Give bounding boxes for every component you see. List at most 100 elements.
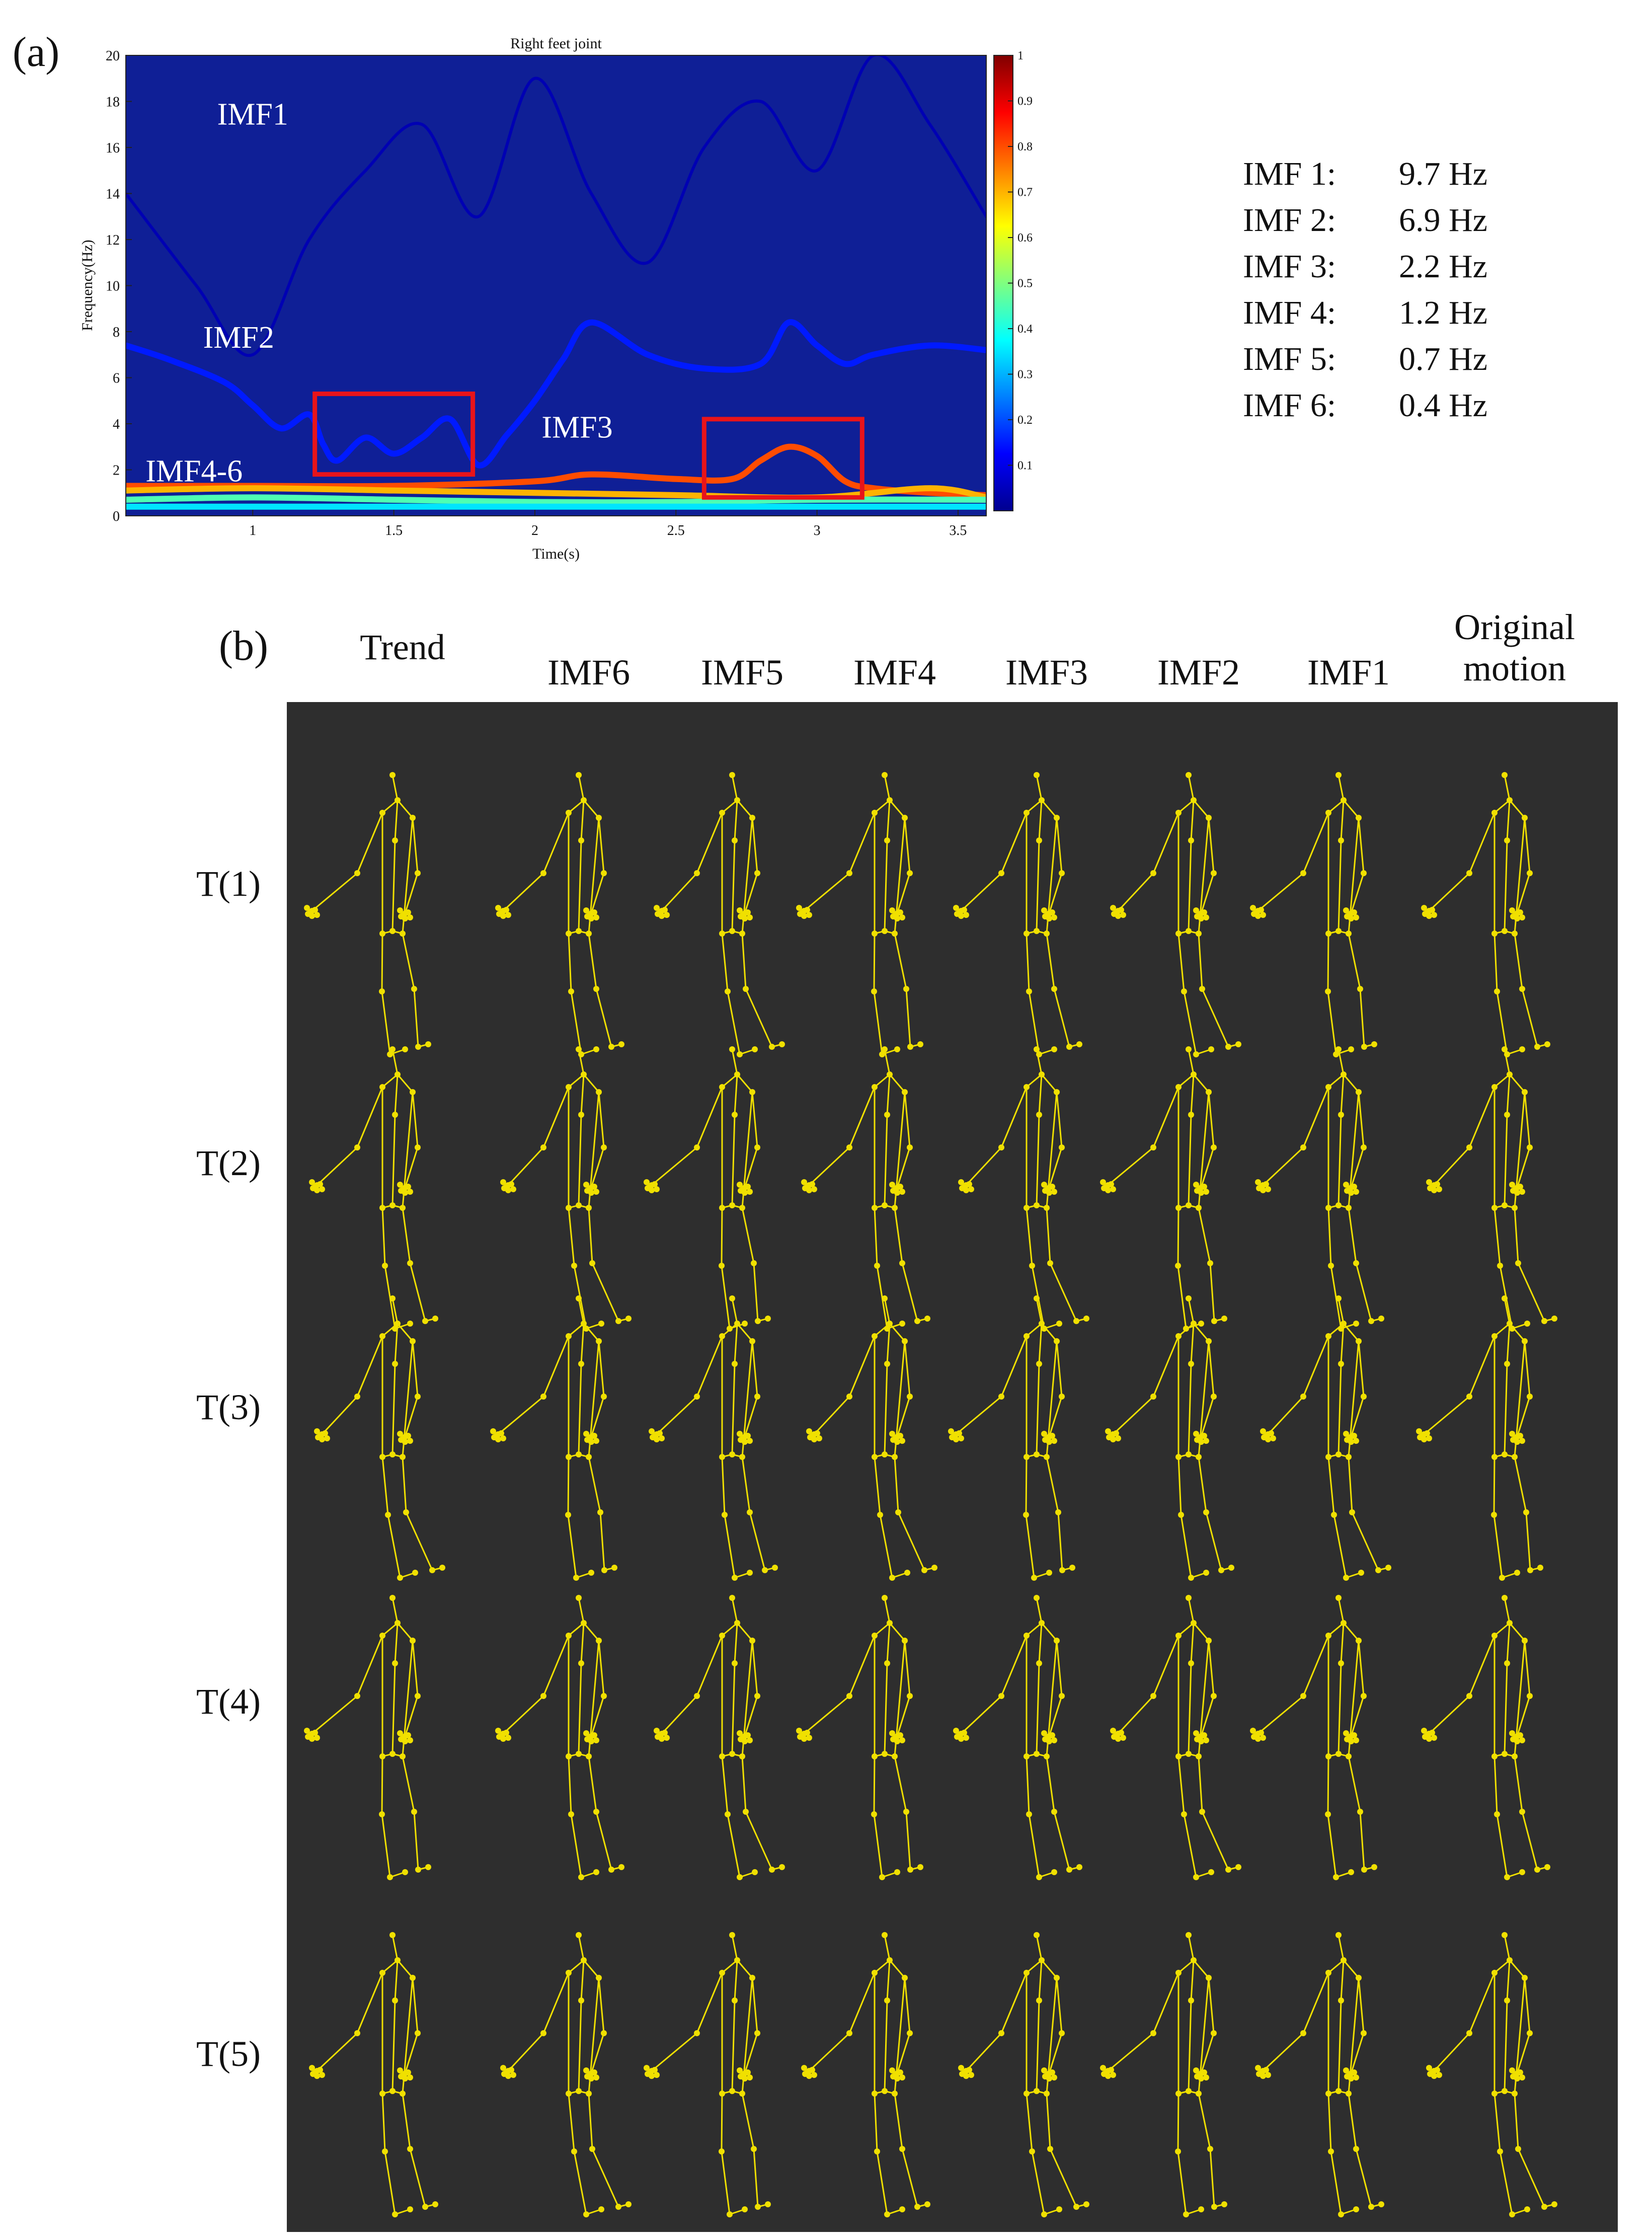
skeleton-joint [1175, 1205, 1182, 1211]
skeleton-joint [719, 1263, 725, 1269]
skeleton-joint [422, 2204, 428, 2210]
skeleton-hand-joint [1110, 2072, 1116, 2078]
skeleton-bone [873, 1756, 876, 1815]
skeleton-hand-joint [1203, 2074, 1209, 2080]
skeleton-joint [389, 1046, 396, 1052]
skeleton-joint [892, 2091, 898, 2097]
skeleton-joint [846, 1693, 852, 1699]
skeleton-bone [580, 800, 585, 841]
skeleton-hand-joint [1509, 1431, 1515, 1437]
skeleton-hand-joint [1509, 1730, 1515, 1736]
skeleton-joint [1348, 1046, 1354, 1052]
skeleton-joint [719, 2148, 725, 2154]
skeleton-joint [1059, 1144, 1065, 1150]
skeleton-hand-joint [738, 913, 744, 919]
skeleton-joint [1519, 1046, 1525, 1052]
skeleton-hand-joint [966, 1181, 972, 1187]
skeleton-hand-joint [899, 2074, 905, 2080]
skeleton-hand-joint [1427, 1185, 1433, 1191]
skeleton-bone [889, 1960, 906, 1978]
skeleton-joint [1041, 2211, 1047, 2217]
skeleton-hand-joint [737, 1182, 743, 1188]
skeleton-joint [1346, 1205, 1352, 1211]
skeleton-figure [1105, 1295, 1234, 1581]
skeleton-joint [429, 1567, 435, 1573]
skeleton-bone [1340, 1960, 1345, 2001]
skeleton-joint [1034, 1932, 1040, 1938]
skeleton-hand-joint [1510, 1437, 1516, 1443]
skeleton-hand-joint [804, 907, 810, 913]
skeleton-bone [1302, 1972, 1329, 2034]
skeleton-joint [1325, 1753, 1331, 1759]
skeleton-figure [644, 1046, 771, 1332]
skeleton-joint [395, 1620, 401, 1626]
skeleton-bone [568, 1323, 584, 1337]
skeleton-hand-joint [1510, 1188, 1516, 1194]
skeleton-bone [1188, 840, 1192, 932]
skeleton-bone [1046, 1207, 1051, 1264]
skeleton-joint [1186, 772, 1192, 778]
skeleton-joint [1378, 2201, 1384, 2207]
skeleton-joint [1356, 1638, 1362, 1644]
legend-frequency-value: 9.7 Hz [1399, 156, 1487, 192]
skeleton-bone [1327, 1456, 1335, 1515]
skeleton-bone [1188, 2000, 1192, 2092]
skeleton-joint [1073, 2204, 1079, 2210]
skeleton-joint [1196, 2091, 1202, 2097]
skeleton-hand-joint [407, 1737, 413, 1743]
skeleton-joint [739, 931, 745, 937]
skeleton-joint [1221, 1316, 1227, 1322]
skeleton-joint [729, 1295, 735, 1301]
skeleton-bone [1428, 1695, 1470, 1735]
skeleton-hand-joint [1041, 2067, 1047, 2073]
skeleton-joint [903, 1809, 909, 1815]
skeleton-hand-joint [1519, 1438, 1525, 1444]
skeleton-hand-joint [495, 1728, 501, 1734]
skeleton-bone [583, 1323, 600, 1342]
skeleton-joint [1335, 2088, 1342, 2094]
skeleton-bone [542, 1336, 570, 1397]
skeleton-bone [1048, 1396, 1063, 1437]
skeleton-hand-joint [738, 1188, 744, 1194]
skeleton-joint [846, 2030, 852, 2036]
skeleton-bone [1358, 817, 1365, 874]
skeleton-bone [1340, 1623, 1345, 1664]
skeleton-figure [314, 1295, 445, 1581]
skeleton-joint [1502, 1751, 1508, 1757]
skeleton-bone [1524, 1341, 1531, 1397]
skeleton-joint [1534, 1867, 1540, 1873]
y-axis-label: Frequency(Hz) [79, 240, 96, 331]
skeleton-bone [884, 1298, 891, 1324]
skeleton-joint [1502, 1295, 1508, 1301]
skeleton-bone [1177, 933, 1185, 992]
skeleton-joint [1346, 931, 1352, 937]
skeleton-joint [734, 1957, 740, 1963]
skeleton-hand-joint [1194, 1736, 1200, 1742]
skeleton-joint [432, 2201, 438, 2207]
skeleton-figure [500, 1046, 632, 1332]
skeleton-joint [1346, 1753, 1352, 1759]
skeleton-joint [1527, 870, 1533, 876]
skeleton-joint [625, 2201, 632, 2207]
skeleton-bone [356, 1336, 383, 1397]
skeleton-joint [1211, 1318, 1217, 1324]
skeleton-bone [1504, 775, 1511, 801]
skeleton-bone [744, 1147, 758, 1188]
skeleton-bone [1208, 1341, 1215, 1397]
skeleton-bone [1036, 1363, 1040, 1455]
skeleton-bone [590, 1695, 605, 1737]
skeleton-bone [884, 1049, 891, 1075]
skeleton-joint [872, 931, 878, 937]
skeleton-joint [1378, 1316, 1384, 1322]
skeleton-joint [1183, 1326, 1189, 1332]
skeleton-joint [392, 2211, 398, 2217]
skeleton-bone [573, 2151, 587, 2215]
chart-title: Right feet joint [510, 35, 602, 52]
skeleton-bone [1514, 1456, 1527, 1513]
skeleton-bone [1038, 800, 1043, 841]
skeleton-joint [1024, 1205, 1030, 1211]
skeleton-joint [618, 1864, 624, 1870]
skeleton-bone [879, 1514, 893, 1578]
skeleton-joint [729, 772, 735, 778]
skeleton-hand-joint [583, 1730, 589, 1736]
